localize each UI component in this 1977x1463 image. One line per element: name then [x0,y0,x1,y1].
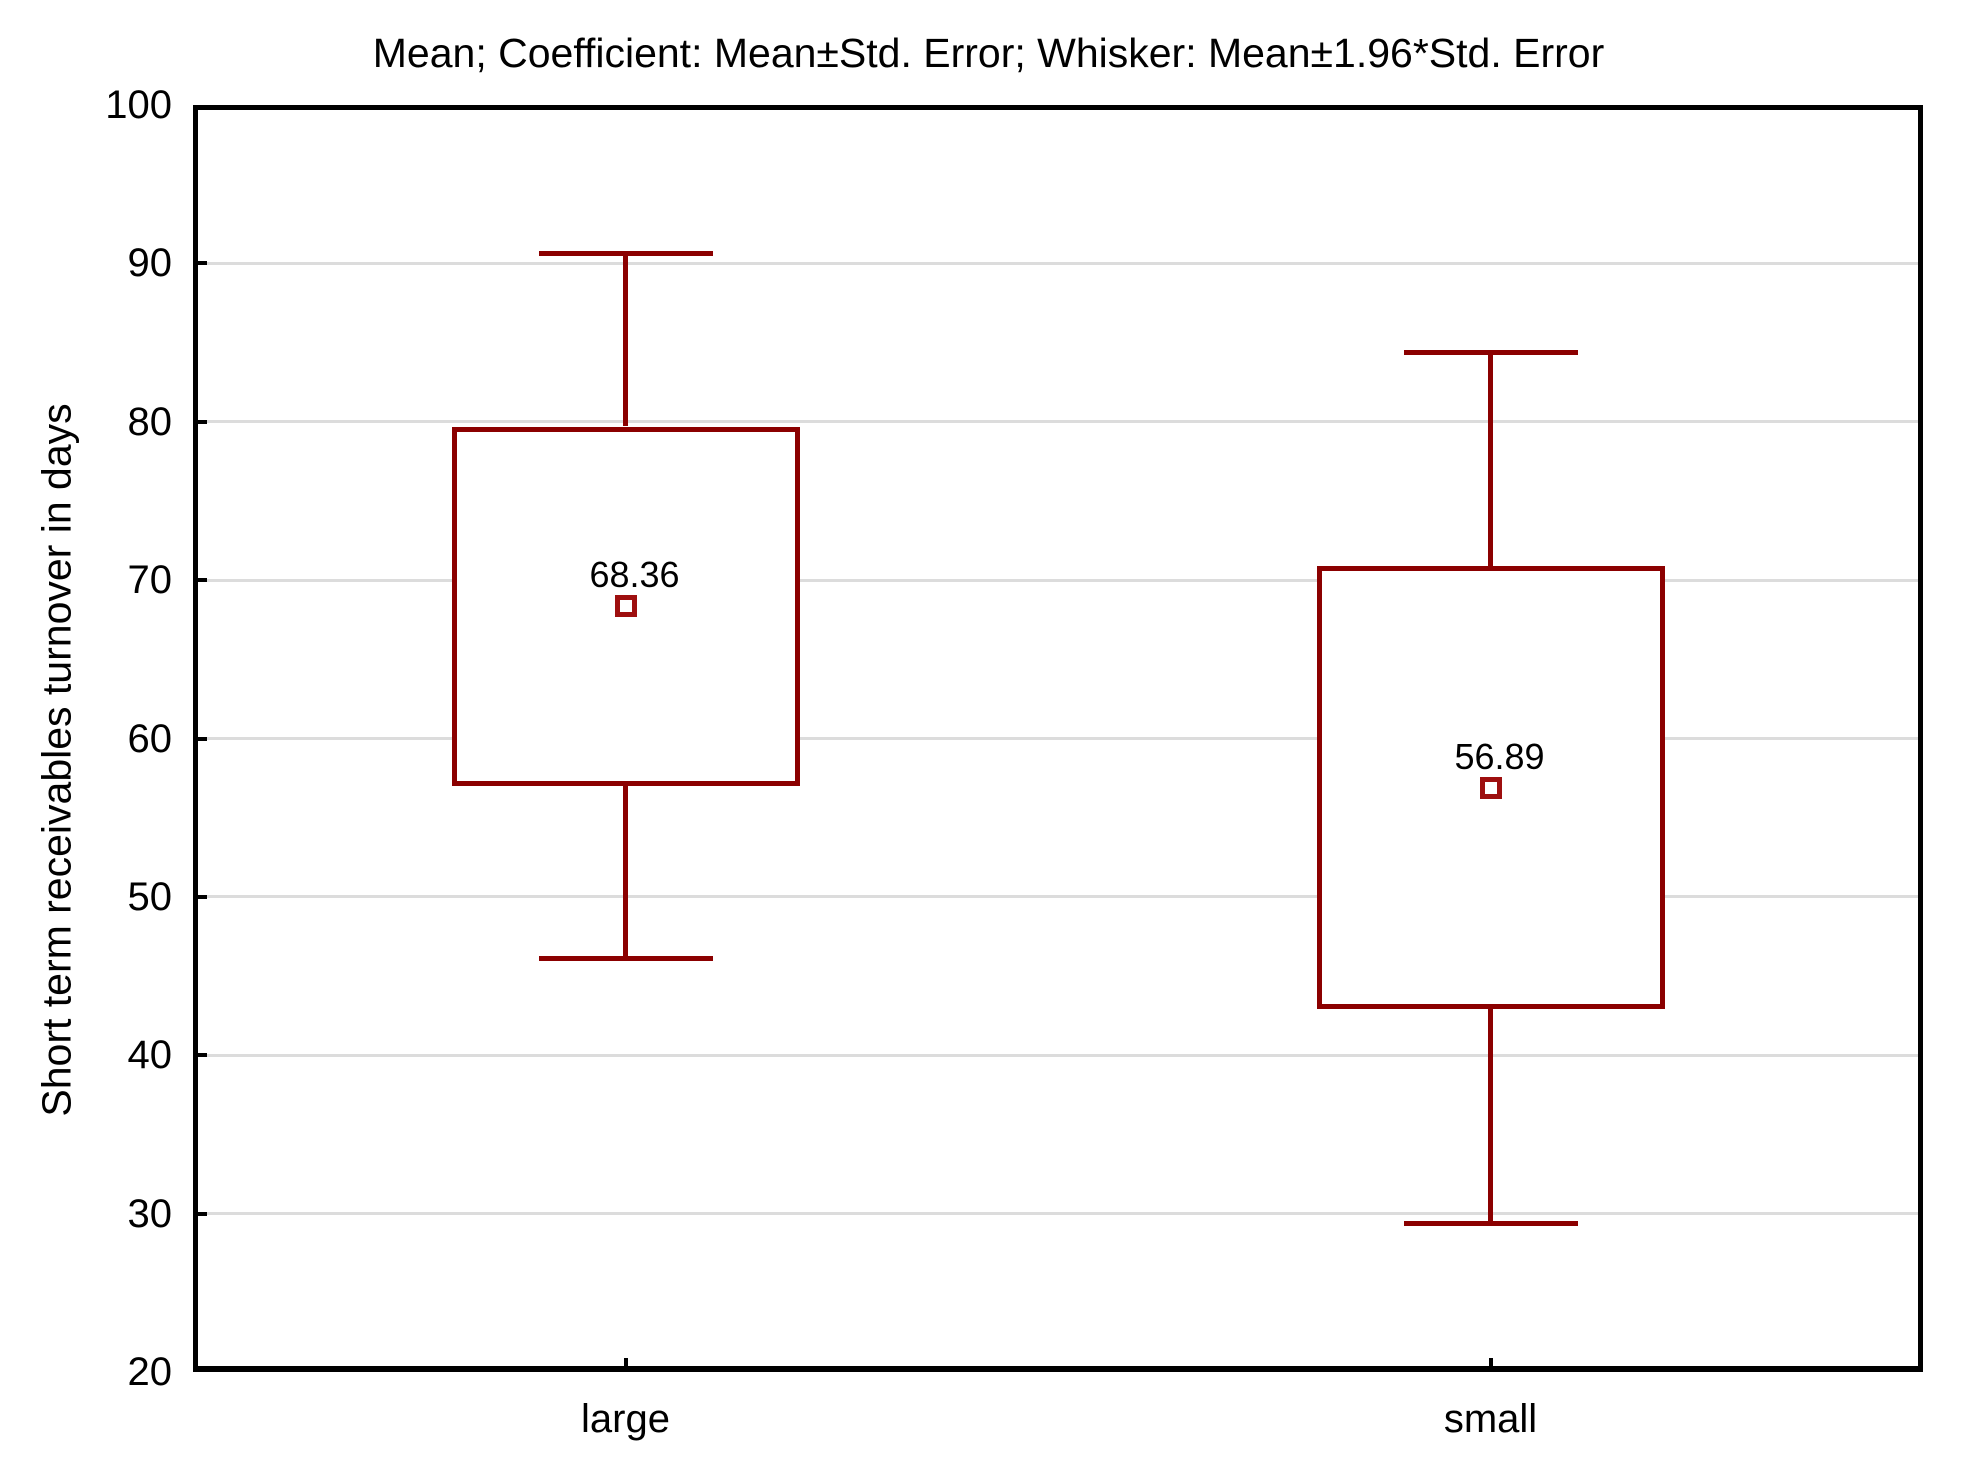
y-axis-tick [193,419,207,424]
y-tick-label: 30 [127,1191,173,1236]
chart-title: Mean; Coefficient: Mean±Std. Error; Whis… [372,30,1605,76]
plot-frame-bottom [193,1366,1923,1372]
x-axis-tick [623,1358,628,1372]
y-tick-label: 70 [127,558,173,603]
whisker-cap-upper [1403,349,1578,355]
y-axis-tick [193,736,207,741]
y-tick-label: 100 [105,83,172,127]
whisker-line-upper [1488,352,1493,566]
gridline [193,261,1923,265]
mean-value-label: 56.89 [1454,735,1545,777]
whisker-line-lower [623,786,628,959]
y-tick-label: 80 [127,399,173,444]
x-category-label: large [581,1397,670,1441]
y-axis-tick [193,578,207,583]
whisker-line-lower [1488,1009,1493,1224]
x-axis-tick [1488,1358,1493,1372]
whisker-cap-upper [538,251,713,257]
gridline [193,1212,1923,1216]
mean-marker [614,595,637,618]
gridline [193,1053,1923,1057]
y-axis-tick [193,261,207,266]
plot-frame-right [1918,105,1923,1372]
y-tick-label: 60 [127,716,173,761]
plot-frame-top [193,105,1923,110]
y-tick-label: 90 [127,241,173,286]
gridline [193,737,1923,740]
y-tick-label: 20 [127,1350,173,1394]
gridline [193,578,1923,582]
y-tick-label: 40 [127,1033,173,1078]
whisker-cap-lower [1403,1220,1578,1226]
y-tick-label: 50 [127,874,173,919]
mean-value-label: 68.36 [589,554,680,596]
x-category-label: small [1443,1397,1538,1441]
y-axis-tick [193,1053,207,1058]
gridline [193,895,1923,899]
whisker-cap-lower [538,956,713,962]
plot-frame-left [193,105,198,1372]
gridline [193,420,1923,424]
y-axis-tick [193,1211,207,1216]
y-axis-tick [193,894,207,899]
plot-area: 68.36 56.89 [193,105,1923,1372]
mean-marker [1479,776,1502,799]
whisker-line-upper [623,253,628,427]
